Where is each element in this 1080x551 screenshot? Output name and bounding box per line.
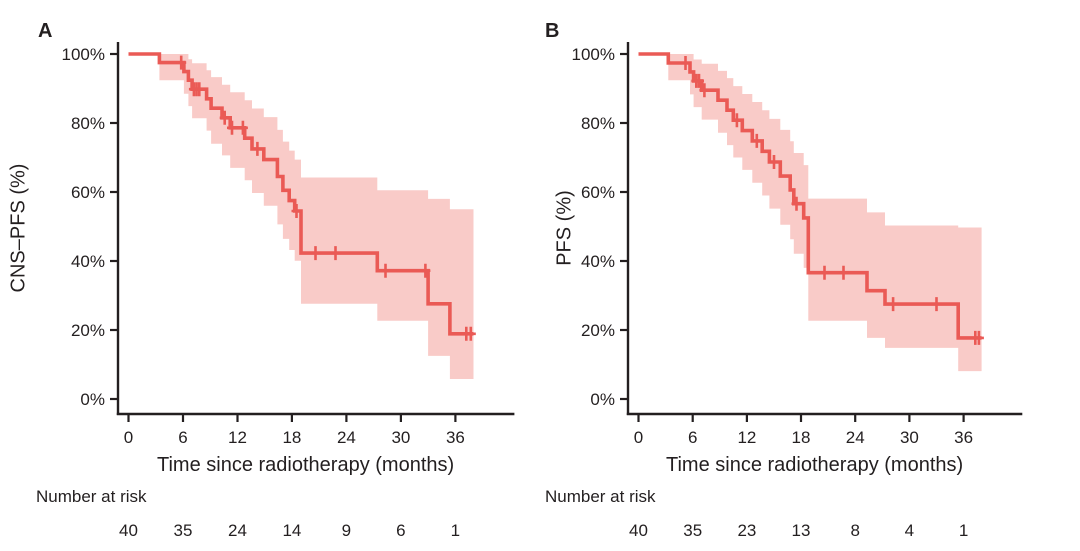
number-at-risk-count: 4 — [905, 521, 914, 540]
confidence-band — [668, 54, 982, 372]
number-at-risk-count: 1 — [451, 521, 460, 540]
confidence-band — [159, 54, 474, 379]
number-at-risk-label: Number at risk — [545, 487, 656, 506]
panel-b: B PFS (%) 0 6 12 18 24 30 36 0% 20% 40% 60% 80% 100%… — [540, 0, 1080, 551]
censor-marks — [176, 55, 476, 341]
x-tick-label: 36 — [954, 428, 973, 447]
y-tick-label: 60% — [71, 183, 105, 202]
x-tick-label: 12 — [737, 428, 756, 447]
number-at-risk-count: 35 — [174, 521, 193, 540]
y-tick-label: 100% — [572, 45, 615, 64]
x-axis-title: Time since radiotherapy (months) — [157, 454, 454, 476]
number-at-risk-count: 35 — [683, 521, 702, 540]
y-tick-label: 20% — [71, 321, 105, 340]
panel-a-letter: A — [38, 20, 53, 42]
number-at-risk-count: 9 — [342, 521, 351, 540]
x-tick-label: 18 — [282, 428, 301, 447]
x-tick-label: 30 — [391, 428, 410, 447]
x-tick-label: 24 — [846, 428, 865, 447]
panel-a: A CNS–PFS (%) 0 6 12 18 24 30 36 0% 20% 40% 60% 80%… — [8, 20, 515, 540]
number-at-risk-label: Number at risk — [36, 487, 147, 506]
number-at-risk-count: 24 — [228, 521, 247, 540]
panel-b-letter: B — [545, 20, 560, 42]
number-at-risk-count: 1 — [959, 521, 968, 540]
number-at-risk-count: 8 — [850, 521, 859, 540]
x-tick-label: 30 — [900, 428, 919, 447]
y-tick-label: 0% — [80, 390, 105, 409]
x-tick-label: 0 — [124, 428, 133, 447]
y-tick-label: 40% — [581, 252, 615, 271]
y-tick-label: 100% — [62, 45, 105, 64]
x-tick-label: 6 — [178, 428, 187, 447]
x-tick-label: 12 — [228, 428, 247, 447]
panel-b-plot: 0 6 12 18 24 30 360%20%40%60%80%100%Time since… — [545, 42, 1023, 540]
panel-a-plot: 0 6 12 18 24 30 36 0% 20% 40% 60% 80% 100% Time since… — [36, 42, 515, 540]
x-tick-label: 24 — [337, 428, 356, 447]
y-tick-label: 80% — [71, 114, 105, 133]
x-tick-label: 6 — [688, 428, 697, 447]
number-at-risk-count: 13 — [792, 521, 811, 540]
x-tick-label: 36 — [446, 428, 465, 447]
number-at-risk-count: 6 — [396, 521, 405, 540]
number-at-risk-count: 14 — [282, 521, 301, 540]
y-tick-label: 0% — [590, 390, 615, 409]
x-tick-label: 18 — [792, 428, 811, 447]
number-at-risk-count: 40 — [119, 521, 138, 540]
number-at-risk-count: 23 — [737, 521, 756, 540]
y-tick-label: 60% — [581, 183, 615, 202]
y-tick-label: 20% — [581, 321, 615, 340]
y-tick-label: 40% — [71, 252, 105, 271]
number-at-risk-count: 40 — [629, 521, 648, 540]
censor-marks — [680, 56, 984, 345]
x-axis-title: Time since radiotherapy (months) — [666, 454, 963, 476]
y-tick-label: 80% — [581, 114, 615, 133]
x-tick-label: 0 — [634, 428, 643, 447]
